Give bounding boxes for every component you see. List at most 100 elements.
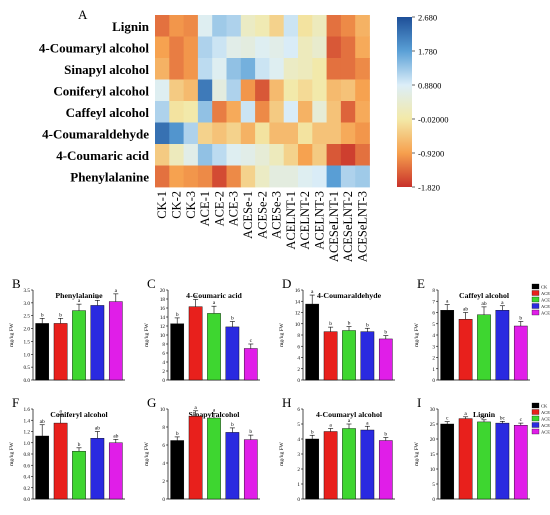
y-axis-label: mg/kg FW	[9, 322, 15, 346]
significance-letter: ab	[95, 426, 100, 432]
bar	[458, 319, 473, 381]
panel-letter: E	[417, 276, 425, 291]
bar	[35, 323, 50, 381]
legend-label: ACESeLNT	[541, 311, 550, 316]
y-tick-label: 4	[432, 333, 435, 339]
y-tick-label: 0	[432, 378, 435, 384]
heatmap-cell	[255, 36, 270, 59]
heatmap-cell	[283, 101, 299, 123]
y-tick-label: 1.2	[24, 430, 31, 436]
y-tick-label: 12	[295, 311, 301, 317]
heatmap-row-label: Sinapyl alcohol	[64, 62, 149, 77]
heatmap-cell	[183, 36, 199, 59]
bar	[72, 310, 86, 381]
heatmap-col-label: ACE-3	[227, 191, 241, 226]
heatmap-col-label: ACESeLNT-3	[355, 191, 369, 262]
bar	[360, 429, 375, 500]
heatmap-cell	[298, 58, 313, 80]
heatmap-cell	[298, 122, 313, 145]
heatmap-cell	[298, 101, 313, 123]
y-tick-label: 10	[295, 322, 301, 328]
heatmap-cell	[197, 15, 213, 37]
legend-swatch	[531, 309, 540, 316]
heatmap-cell	[283, 79, 299, 102]
y-tick-label: 10	[430, 467, 436, 473]
heatmap-cell	[340, 165, 356, 188]
panel-b: B Phenylalanine mg/kg FW 0.0 0.5 1.0 1.5 2.0 2.5…	[9, 276, 125, 384]
panel-title: 4-Coumaric acid	[186, 291, 242, 300]
bar	[495, 310, 510, 381]
heatmap-cell	[326, 101, 342, 123]
y-axis-label: mg/kg FW	[414, 441, 420, 465]
significance-letter: ab	[481, 301, 486, 307]
panel-letter: H	[282, 395, 291, 410]
bar	[440, 423, 455, 500]
y-axis-label: mg/kg FW	[414, 322, 420, 346]
bar	[207, 313, 221, 381]
y-tick-label: 0.8	[24, 452, 31, 458]
y-tick-label: 6	[297, 407, 300, 413]
heatmap-cell	[197, 165, 213, 188]
heatmap-cell	[240, 15, 256, 37]
y-tick-label: 3.0	[24, 301, 31, 307]
bar	[513, 425, 528, 500]
panel-title: Coniferyl alcohol	[50, 410, 108, 419]
colorbar-tick-label: -0.9200	[418, 149, 444, 159]
significance-letter: c	[250, 338, 253, 344]
heatmap-cell	[169, 79, 184, 102]
y-tick-label: 3.5	[24, 288, 31, 294]
heatmap-cell	[240, 36, 256, 59]
panel-f: F Coniferyl alcohol mg/kg FW 0.0 0.2 0.4 0.6 0.…	[9, 395, 125, 503]
significance-letter: b	[59, 312, 62, 318]
legend-swatch	[531, 422, 540, 428]
heatmap-cell	[283, 165, 299, 188]
legend-swatch	[531, 296, 540, 303]
heatmap-col-label: CK-2	[169, 191, 183, 219]
heatmap-cell	[283, 122, 299, 145]
heatmap-row-label: Lignin	[112, 19, 150, 34]
significance-letter: a	[194, 405, 197, 411]
significance-letter: a	[446, 299, 449, 305]
heatmap-cell	[212, 122, 227, 145]
y-tick-label: 5	[432, 322, 435, 328]
significance-letter: a	[464, 411, 467, 417]
heatmap-cell	[155, 144, 170, 166]
heatmap-cell	[169, 58, 184, 80]
heatmap-cell	[183, 165, 199, 188]
bar	[477, 421, 491, 500]
heatmap-col-label: ACESeLNT-1	[327, 191, 341, 262]
y-tick-label: 2	[297, 467, 300, 473]
bar	[225, 432, 240, 500]
y-axis-label: mg/kg FW	[144, 441, 150, 465]
significance-letter: a	[501, 300, 504, 306]
significance-letter: b	[483, 414, 486, 420]
y-tick-label: 2	[162, 479, 165, 485]
legend-label: ACELNT	[541, 423, 550, 428]
heatmap-cell	[269, 165, 285, 188]
bar	[477, 314, 491, 381]
bar	[440, 310, 455, 381]
heatmap-cell	[197, 122, 213, 145]
significance-letter: a	[213, 300, 216, 306]
heatmap-cell	[355, 79, 370, 102]
y-tick-label: 16	[160, 306, 166, 312]
heatmap-cell	[312, 15, 327, 37]
heatmap-row-label: Phenylalanine	[70, 169, 149, 184]
heatmap-cell	[312, 79, 327, 102]
bar	[243, 439, 258, 500]
legend-swatch	[531, 428, 540, 435]
heatmap-cell	[355, 122, 370, 145]
y-tick-label: 8	[297, 333, 300, 339]
y-tick-label: 8	[162, 342, 165, 348]
heatmap-cell	[226, 15, 242, 37]
legend-swatch	[531, 402, 540, 409]
heatmap-cell	[155, 165, 170, 188]
heatmap-cell	[269, 101, 285, 123]
heatmap-cell	[312, 122, 327, 145]
y-tick-label: 25	[430, 422, 436, 428]
significance-letter: a	[213, 408, 216, 414]
significance-letter: b	[41, 312, 44, 318]
heatmap-cell	[169, 165, 184, 188]
heatmap-cell	[240, 144, 256, 166]
